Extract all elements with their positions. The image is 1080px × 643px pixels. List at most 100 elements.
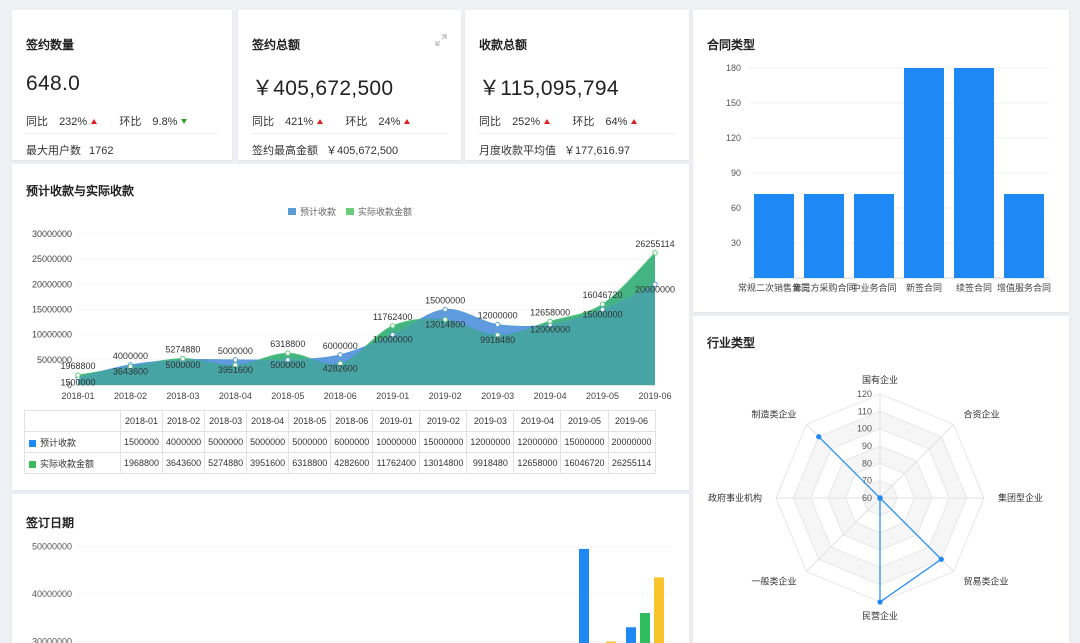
data-label: 12000000 <box>530 325 570 335</box>
bar <box>640 613 650 643</box>
data-point <box>337 360 343 367</box>
legend-swatch <box>288 208 296 215</box>
expand-icon[interactable] <box>435 34 447 46</box>
divider <box>252 133 447 134</box>
data-label: 5274880 <box>165 344 200 354</box>
footer-value: ￥177,616.97 <box>564 145 631 157</box>
data-point <box>652 281 658 288</box>
kpi-footer: 月度收款平均值 ￥177,616.97 <box>479 142 630 158</box>
bar <box>626 627 636 643</box>
yoy-label: 同比 <box>479 116 501 128</box>
radar-indicator-label: 集团型企业 <box>998 492 1043 503</box>
divider <box>26 133 218 134</box>
data-point <box>442 316 448 323</box>
table-cell: 5000000 <box>288 431 332 453</box>
chart-legend: 预计收款 实际收款金额 <box>288 206 412 217</box>
chart-title: 签订日期 <box>26 516 75 530</box>
data-point <box>494 321 501 328</box>
table-cell: 10000000 <box>372 431 421 453</box>
data-label: 26255114 <box>635 239 674 249</box>
mom-value: 24% <box>378 116 401 128</box>
bar <box>954 68 994 278</box>
yoy-value: 252% <box>512 116 541 128</box>
data-point <box>180 355 186 362</box>
x-tick-label: 2019-06 <box>638 391 671 401</box>
arrow-up-icon <box>631 118 638 124</box>
table-cell: 11762400 <box>372 452 421 474</box>
kpi-card-contract-total: 签约总额 ￥405,672,500 同比 421% 环比 24% 签约最高金额 ￥… <box>238 10 461 160</box>
radar-indicator-label: 合资企业 <box>963 409 999 420</box>
y-tick-label: 20000000 <box>32 279 72 289</box>
chart-title: 预计收款与实际收款 <box>26 184 135 198</box>
arrow-up-icon <box>91 118 98 124</box>
radar-spoke <box>806 497 881 572</box>
table-cell: 4000000 <box>162 431 206 453</box>
data-label: 5000000 <box>165 360 200 370</box>
arrow-up-icon <box>544 118 551 124</box>
data-label: 6318800 <box>270 339 305 349</box>
table-corner <box>24 410 121 432</box>
footer-label: 最大用户数 <box>26 145 81 157</box>
footer-label: 月度收款平均值 <box>479 145 556 157</box>
table-row-header: 预计收款 <box>24 431 121 453</box>
radar-indicator-label: 制造类企业 <box>752 409 797 420</box>
table-cell: 6318800 <box>288 452 332 474</box>
table-cell: 5000000 <box>246 431 290 453</box>
data-label: 3643600 <box>113 367 148 377</box>
x-tick-label: 2019-01 <box>376 391 409 401</box>
industry-type-card: 行业类型 60 70 80 90 100 110 120 国有企业 合资企业 集团型企业 贸易类企业… <box>693 316 1069 643</box>
radar-series-line <box>818 436 943 604</box>
table-cell: 1500000 <box>119 431 164 453</box>
table-row: 预计收款 1500000 4000000 5000000 5000000 5000000 6… <box>24 431 656 453</box>
series-name: 实际收款金额 <box>40 458 95 469</box>
y-tick-label: 25000000 <box>32 254 72 264</box>
data-point <box>494 332 501 338</box>
kpi-footer: 最大用户数 1762 <box>26 142 113 158</box>
x-tick-label: 2018-04 <box>219 391 252 401</box>
data-label: 16046720 <box>583 290 623 300</box>
radar-indicator-label: 民营企业 <box>862 610 898 621</box>
table-cell: 4282600 <box>330 452 374 474</box>
bar <box>904 68 944 278</box>
x-tick-label: 2019-03 <box>481 391 514 401</box>
r-tick-label: 70 <box>862 476 872 486</box>
y-tick-label: 180 <box>726 63 741 73</box>
radar-data-point <box>877 495 883 501</box>
r-tick-label: 60 <box>862 493 872 503</box>
x-tick-label: 2019-02 <box>429 391 462 401</box>
sign-date-card: 签订日期 30000000 40000000 50000000 <box>12 494 689 643</box>
data-label: 11762400 <box>373 312 412 322</box>
table-cell: 12000000 <box>513 431 562 453</box>
x-tick-label: 中业务合同 <box>851 282 896 293</box>
radar-indicator-label: 贸易类企业 <box>963 575 1008 586</box>
x-tick-label: 2018-02 <box>114 391 147 401</box>
data-label: 15000000 <box>583 310 623 320</box>
kpi-footer: 签约最高金额 ￥405,672,500 <box>252 142 398 158</box>
divider <box>479 133 675 134</box>
kpi-value: ￥405,672,500 <box>252 77 394 100</box>
table-header-cell: 2018-06 <box>330 410 374 432</box>
data-point <box>127 363 134 370</box>
table-header-cell: 2019-03 <box>466 410 515 432</box>
collection-chart-card: 预计收款与实际收款 预计收款 实际收款金额 0 5000000 10000000 1500… <box>12 164 689 490</box>
y-tick-label: 30 <box>731 238 741 248</box>
data-point <box>547 318 553 324</box>
data-label: 4000000 <box>113 351 148 361</box>
bar <box>754 194 794 278</box>
bar <box>654 577 664 643</box>
table-cell: 3951600 <box>246 452 290 474</box>
x-tick-label: 第三方采购合同 <box>792 282 855 293</box>
x-tick-label: 2018-01 <box>61 391 94 401</box>
chart-title: 合同类型 <box>707 38 756 52</box>
y-tick-label: 90 <box>731 168 741 178</box>
table-header-cell: 2018-03 <box>204 410 248 432</box>
mom-value: 64% <box>605 116 628 128</box>
table-cell: 15000000 <box>560 431 609 453</box>
y-tick-label: 30000000 <box>32 229 72 239</box>
y-tick-label: 50000000 <box>32 542 72 552</box>
mom-label: 环比 <box>572 116 595 128</box>
table-cell: 12000000 <box>466 431 515 453</box>
x-tick-label: 常规二次销售合同 <box>738 282 810 293</box>
table-cell: 20000000 <box>607 431 656 453</box>
yoy-value: 421% <box>285 116 314 128</box>
